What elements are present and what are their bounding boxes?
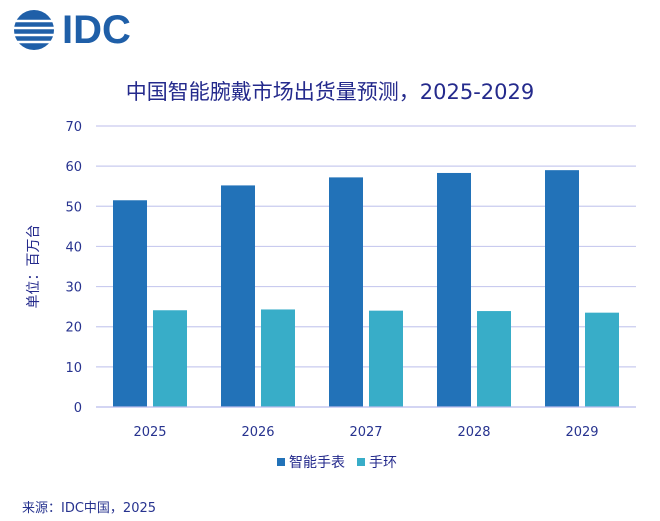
y-tick-label: 30	[65, 281, 82, 296]
logo-wordmark: IDC	[62, 8, 131, 52]
legend-swatch-smartwatch	[277, 458, 285, 466]
y-tick-label: 10	[65, 361, 82, 376]
y-tick-label: 20	[65, 321, 82, 336]
x-axis-ticks: 2025 2026 2027 2028 2029	[133, 425, 598, 440]
globe-icon	[13, 10, 55, 50]
bar-band-2025	[153, 310, 187, 407]
idc-logo: IDC	[12, 8, 162, 52]
chart-title: 中国智能腕戴市场出货量预测，2025-2029	[125, 80, 535, 104]
y-tick-label: 60	[65, 160, 82, 175]
bar-smartwatch-2026	[221, 185, 255, 407]
bar-band-2027	[369, 310, 403, 407]
bar-smartwatch-2028	[437, 172, 471, 407]
bar-band-2029	[585, 312, 619, 407]
bar-smartwatch-2027	[329, 177, 363, 407]
x-tick-label: 2029	[565, 425, 598, 440]
y-tick-label: 50	[65, 200, 82, 215]
x-tick-label: 2028	[457, 425, 490, 440]
legend-label-smartwatch: 智能手表	[289, 455, 345, 471]
bar-smartwatch-2029	[545, 170, 579, 407]
y-tick-label: 70	[65, 120, 82, 135]
y-axis-ticks: 0 10 20 30 40 50 60 70	[65, 120, 82, 416]
x-tick-label: 2025	[133, 425, 166, 440]
x-tick-label: 2027	[349, 425, 382, 440]
chart-bars	[113, 170, 619, 407]
bar-smartwatch-2025	[113, 200, 147, 407]
legend-swatch-band	[357, 458, 365, 466]
chart-legend: 智能手表 手环	[277, 455, 397, 471]
source-note: 来源：IDC中国，2025	[22, 501, 157, 516]
y-tick-label: 0	[74, 401, 82, 416]
y-tick-label: 40	[65, 240, 82, 255]
bar-band-2028	[477, 311, 511, 407]
y-axis-label: 单位：百万台	[26, 225, 42, 309]
bar-band-2026	[261, 309, 295, 407]
x-tick-label: 2026	[241, 425, 274, 440]
legend-label-band: 手环	[369, 455, 397, 471]
